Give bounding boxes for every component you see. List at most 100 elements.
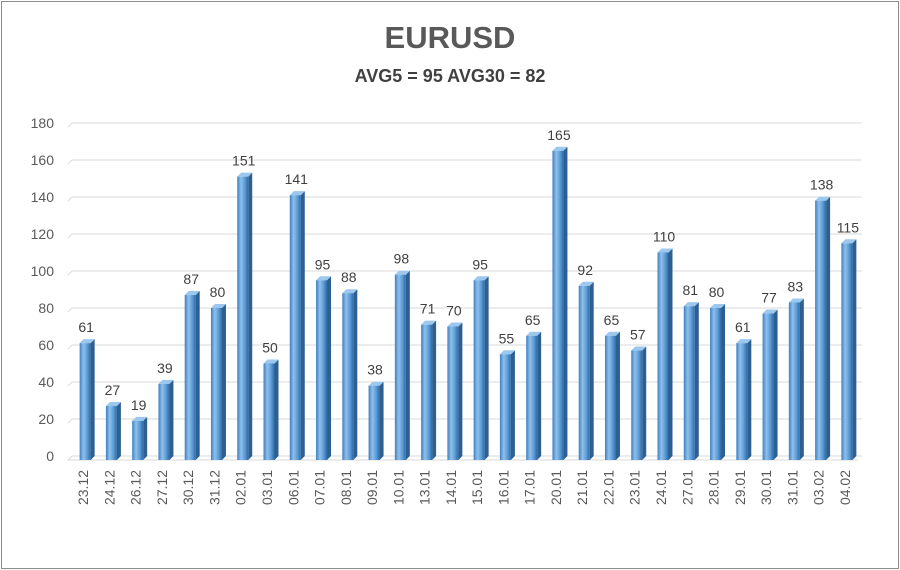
bar-top bbox=[263, 359, 279, 364]
bar-side bbox=[327, 276, 332, 460]
bar-top bbox=[342, 289, 358, 294]
bar-side bbox=[274, 359, 279, 460]
x-tick-label: 04.02 bbox=[837, 470, 853, 505]
bar-top bbox=[552, 146, 568, 151]
bar-top bbox=[158, 379, 174, 384]
bar bbox=[683, 302, 699, 460]
x-tick-label: 02.01 bbox=[233, 470, 249, 505]
data-label: 71 bbox=[420, 301, 436, 317]
x-tick-label: 10.01 bbox=[390, 470, 406, 505]
bar-front bbox=[552, 150, 564, 460]
x-tick-label: 30.12 bbox=[180, 470, 196, 505]
bar-side bbox=[116, 402, 121, 460]
bar bbox=[105, 402, 121, 460]
bar-front bbox=[184, 295, 196, 460]
bar bbox=[473, 276, 489, 460]
data-label: 95 bbox=[315, 256, 331, 272]
gridline-depth bbox=[67, 122, 73, 128]
y-tick-label: 40 bbox=[38, 374, 54, 390]
bar-side bbox=[799, 298, 804, 460]
bar-side bbox=[773, 309, 778, 460]
bar-side bbox=[484, 276, 489, 460]
bar-top bbox=[815, 196, 831, 201]
y-tick-label: 120 bbox=[31, 226, 55, 242]
bar-top bbox=[578, 281, 594, 286]
bar-top bbox=[447, 322, 463, 327]
y-tick-label: 140 bbox=[31, 189, 55, 205]
data-label: 81 bbox=[682, 282, 698, 298]
data-label: 19 bbox=[131, 397, 147, 413]
bar bbox=[552, 146, 568, 460]
bar-front bbox=[736, 343, 748, 460]
bar-side bbox=[589, 281, 594, 460]
bar-top bbox=[499, 350, 515, 355]
gridline-depth bbox=[67, 418, 73, 424]
bar-top bbox=[736, 339, 752, 344]
bar bbox=[132, 416, 148, 460]
bar-front bbox=[342, 293, 354, 460]
x-axis-labels: 23.12 24.12 26.12 27.12 30.12 31.12 02.01 03.01… bbox=[75, 470, 853, 505]
bar-side bbox=[510, 350, 515, 460]
data-label: 39 bbox=[157, 360, 173, 376]
bar-top bbox=[289, 191, 305, 196]
data-label: 77 bbox=[761, 290, 777, 306]
bar-top bbox=[184, 291, 200, 296]
bar-front bbox=[788, 302, 800, 460]
bar-front bbox=[604, 335, 616, 460]
data-label: 95 bbox=[472, 256, 488, 272]
bar-side bbox=[642, 346, 647, 460]
y-tick-label: 60 bbox=[38, 337, 54, 353]
bar-front bbox=[526, 335, 538, 460]
bar-front bbox=[368, 385, 380, 460]
bar-front bbox=[683, 306, 695, 460]
gridline-depth bbox=[67, 381, 73, 387]
data-label: 151 bbox=[232, 153, 256, 169]
bar-side bbox=[248, 172, 253, 460]
chart-title: EURUSD bbox=[384, 20, 516, 55]
bar-side bbox=[195, 291, 200, 460]
x-tick-label: 27.12 bbox=[154, 470, 170, 505]
bar bbox=[499, 350, 515, 460]
bar-front bbox=[132, 420, 144, 460]
bar-top bbox=[526, 331, 542, 336]
bar-side bbox=[90, 339, 95, 460]
bar bbox=[421, 320, 437, 460]
data-label: 165 bbox=[547, 127, 571, 143]
bar-front bbox=[578, 285, 590, 460]
bar bbox=[578, 281, 594, 460]
bar-front bbox=[473, 280, 485, 460]
bar-top bbox=[788, 298, 804, 303]
bar bbox=[631, 346, 647, 460]
x-tick-label: 21.01 bbox=[574, 470, 590, 505]
bar-side bbox=[721, 304, 726, 460]
gridline-depth bbox=[67, 344, 73, 350]
data-label: 70 bbox=[446, 303, 462, 319]
x-tick-label: 03.01 bbox=[259, 470, 275, 505]
bar-side bbox=[300, 191, 305, 460]
gridline-depth bbox=[67, 270, 73, 276]
bar bbox=[394, 270, 410, 460]
bar-front bbox=[447, 326, 459, 460]
gridline-depth bbox=[67, 455, 73, 461]
x-tick-label: 30.01 bbox=[758, 470, 774, 505]
bar-front bbox=[158, 383, 170, 460]
x-tick-label: 07.01 bbox=[312, 470, 328, 505]
bars bbox=[79, 146, 857, 460]
bar-side bbox=[458, 322, 463, 460]
y-tick-label: 0 bbox=[46, 448, 54, 464]
bar-top bbox=[132, 416, 148, 421]
data-label: 83 bbox=[788, 278, 804, 294]
x-tick-label: 14.01 bbox=[443, 470, 459, 505]
bar-side bbox=[668, 248, 673, 460]
bar-front bbox=[263, 363, 275, 460]
bar-front bbox=[841, 243, 853, 460]
bar-top bbox=[210, 304, 226, 308]
bar-top bbox=[105, 402, 121, 407]
bar-front bbox=[710, 308, 722, 460]
bar-front bbox=[289, 195, 301, 460]
gridline-depth bbox=[67, 159, 73, 165]
data-label: 50 bbox=[262, 340, 278, 356]
x-tick-label: 17.01 bbox=[522, 470, 538, 505]
bar bbox=[762, 309, 778, 460]
